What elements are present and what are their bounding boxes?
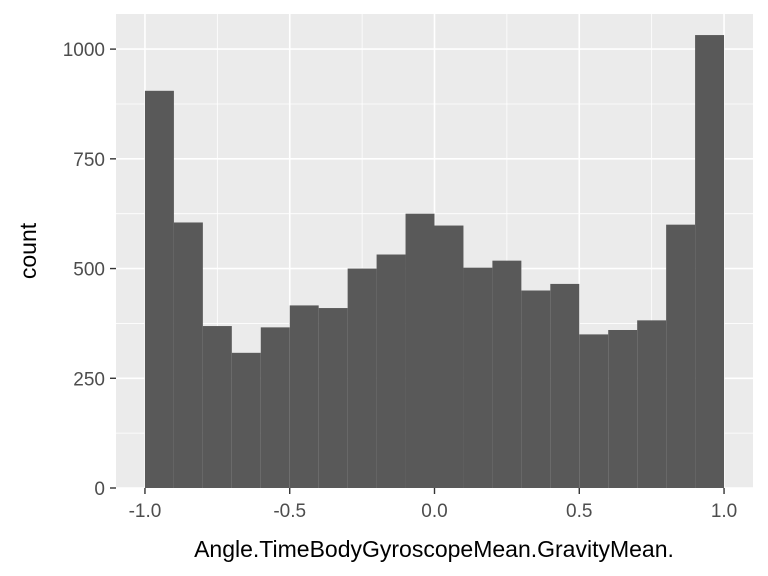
y-tick-label: 0: [94, 479, 105, 500]
histogram-bar-9: [405, 213, 435, 488]
y-axis-title: count: [15, 222, 41, 279]
y-tick-label: 1000: [63, 40, 105, 61]
x-tick-label: 1.0: [711, 501, 737, 522]
x-tick-label: 0.5: [566, 501, 592, 522]
histogram-bar-13: [521, 290, 551, 488]
histogram-bar-11: [463, 267, 493, 488]
histogram-bar-8: [376, 254, 406, 488]
histogram-bar-10: [434, 225, 464, 489]
y-tick-label: 500: [73, 260, 105, 281]
y-tick-label: 250: [73, 369, 105, 390]
histogram-bar-17: [637, 320, 667, 488]
x-tick-label: 0.0: [421, 501, 447, 522]
histogram-bar-5: [289, 305, 319, 488]
histogram-bar-15: [579, 334, 609, 488]
histogram-bar-14: [550, 283, 580, 488]
y-axis: 0 250 500 750 1000: [63, 40, 116, 500]
histogram-bar-12: [492, 260, 522, 488]
x-axis: -1.0 -0.5 0.0 0.5 1.0: [129, 488, 737, 522]
histogram-bar-1: [173, 222, 203, 488]
histogram-bar-3: [231, 352, 261, 488]
histogram-bar-7: [347, 268, 377, 488]
histogram-bar-19: [695, 35, 725, 489]
bars: [144, 35, 725, 489]
histogram-bar-4: [260, 327, 290, 488]
x-tick-label: -1.0: [129, 501, 162, 522]
x-tick-label: -0.5: [273, 501, 306, 522]
histogram-bar-6: [318, 308, 348, 488]
histogram-bar-16: [608, 330, 638, 488]
y-tick-label: 750: [73, 150, 105, 171]
x-axis-title: Angle.TimeBodyGyroscopeMean.GravityMean.: [194, 536, 674, 562]
histogram-bar-2: [202, 326, 232, 488]
histogram-bar-0: [144, 90, 174, 489]
histogram-bar-18: [666, 224, 696, 488]
